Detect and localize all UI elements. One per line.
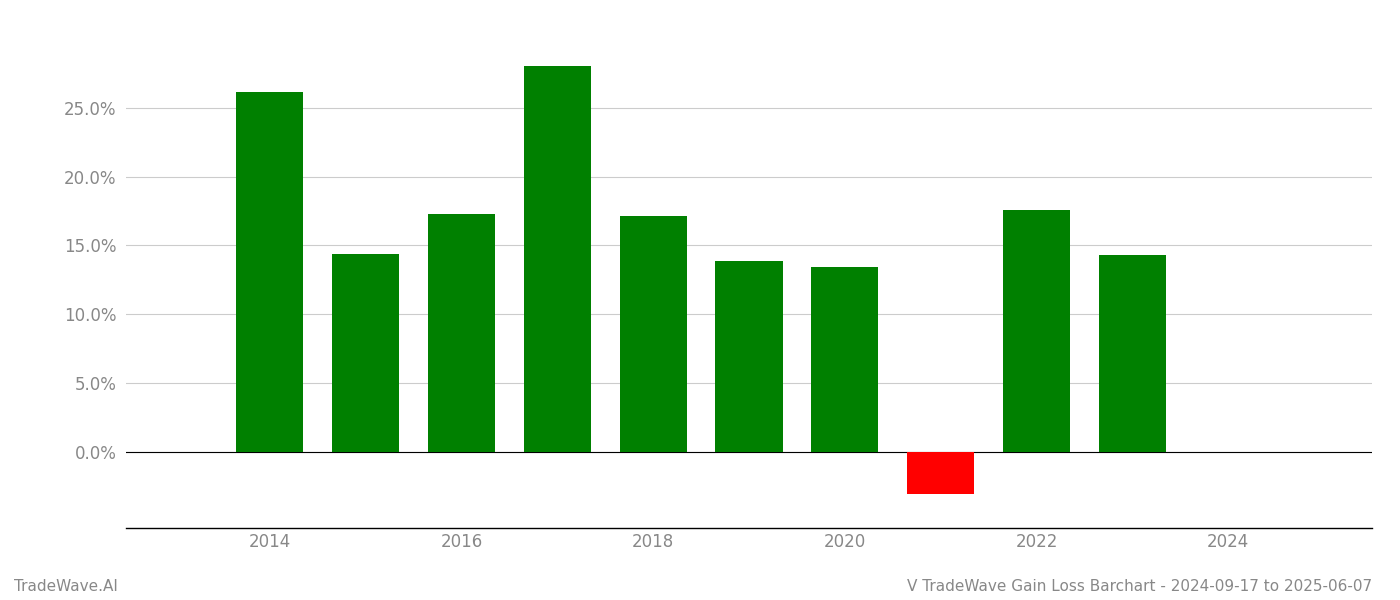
Bar [524,66,591,452]
Bar [1099,255,1166,452]
Bar [715,260,783,452]
Bar [812,268,878,452]
Bar [1002,209,1070,452]
Bar [332,254,399,452]
Text: V TradeWave Gain Loss Barchart - 2024-09-17 to 2025-06-07: V TradeWave Gain Loss Barchart - 2024-09… [907,579,1372,594]
Bar [907,452,974,494]
Bar [237,92,304,452]
Text: TradeWave.AI: TradeWave.AI [14,579,118,594]
Bar [620,217,687,452]
Bar [428,214,496,452]
